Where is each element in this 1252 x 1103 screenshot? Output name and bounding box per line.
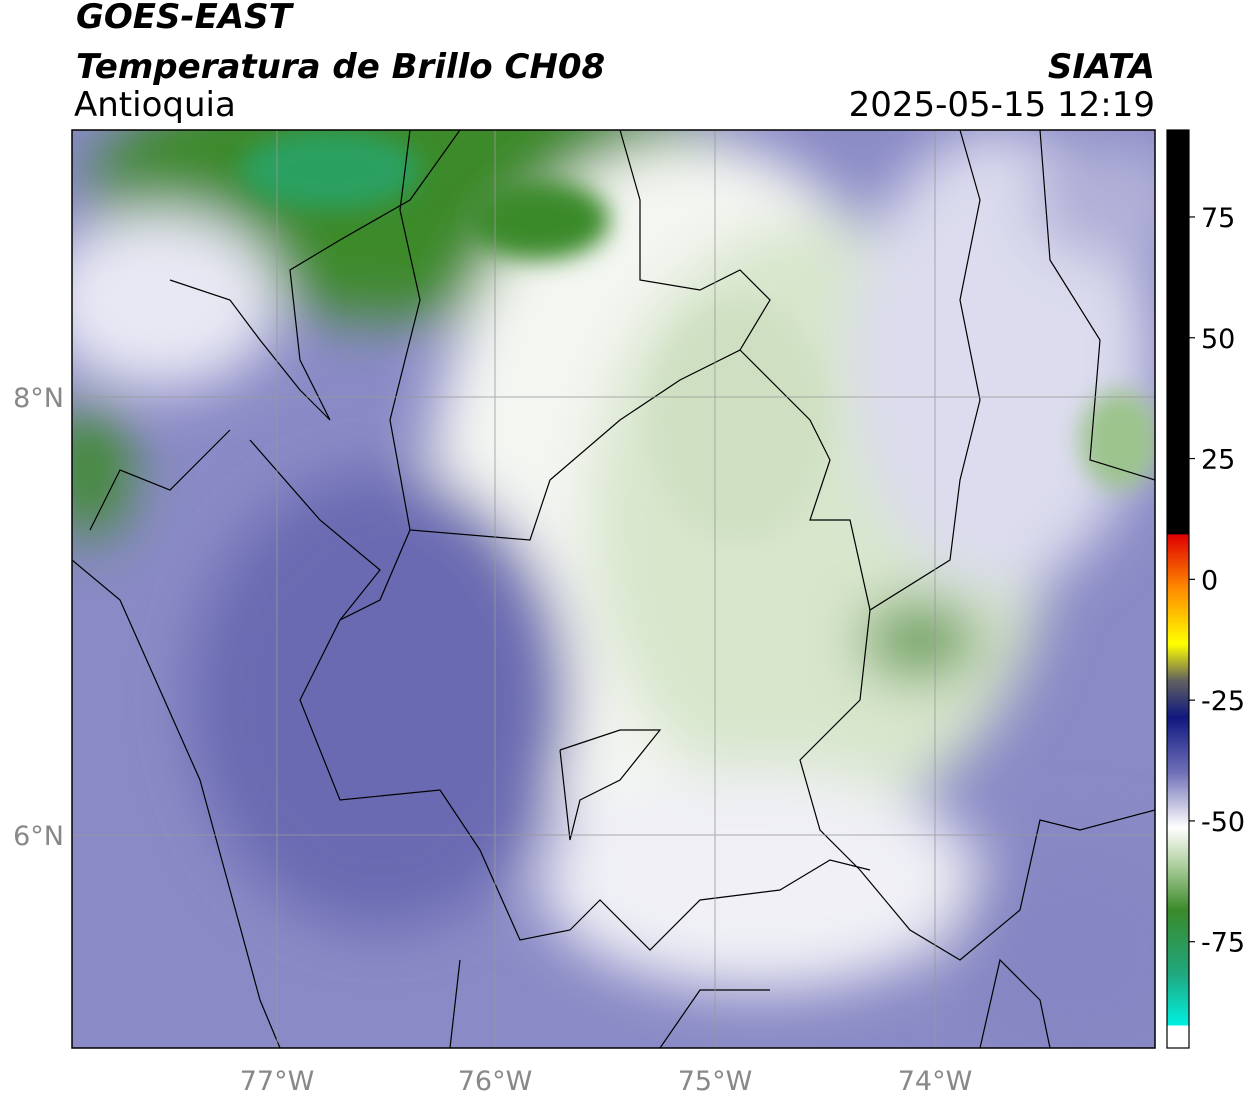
subtitle: Temperatura de Brillo CH08: [76, 47, 605, 87]
colorbar-tick-label: -25: [1201, 686, 1245, 717]
colorbar-tick-label: 75: [1201, 203, 1235, 234]
map-image: [72, 130, 1155, 1048]
lon-label: 76°W: [458, 1066, 533, 1097]
colorbar-tick-label: -75: [1201, 928, 1245, 959]
lon-label: 77°W: [240, 1066, 315, 1097]
region: Antioquia: [74, 85, 236, 125]
colorbar-tick-label: -50: [1201, 807, 1245, 838]
title: GOES-EAST: [76, 0, 295, 37]
lat-label: 8°N: [13, 383, 64, 414]
lon-label: 75°W: [678, 1066, 753, 1097]
colorbar-tick-label: 50: [1201, 324, 1235, 355]
lat-label: 6°N: [13, 821, 64, 852]
source: SIATA: [1048, 47, 1155, 87]
colorbar-tick-label: 0: [1201, 565, 1218, 596]
map-frame: [71, 129, 1156, 1049]
colorbar: [1166, 129, 1190, 1049]
lon-label: 74°W: [898, 1066, 973, 1097]
colorbar-tick-label: 25: [1201, 445, 1235, 476]
datetime: 2025-05-15 12:19: [849, 85, 1155, 125]
